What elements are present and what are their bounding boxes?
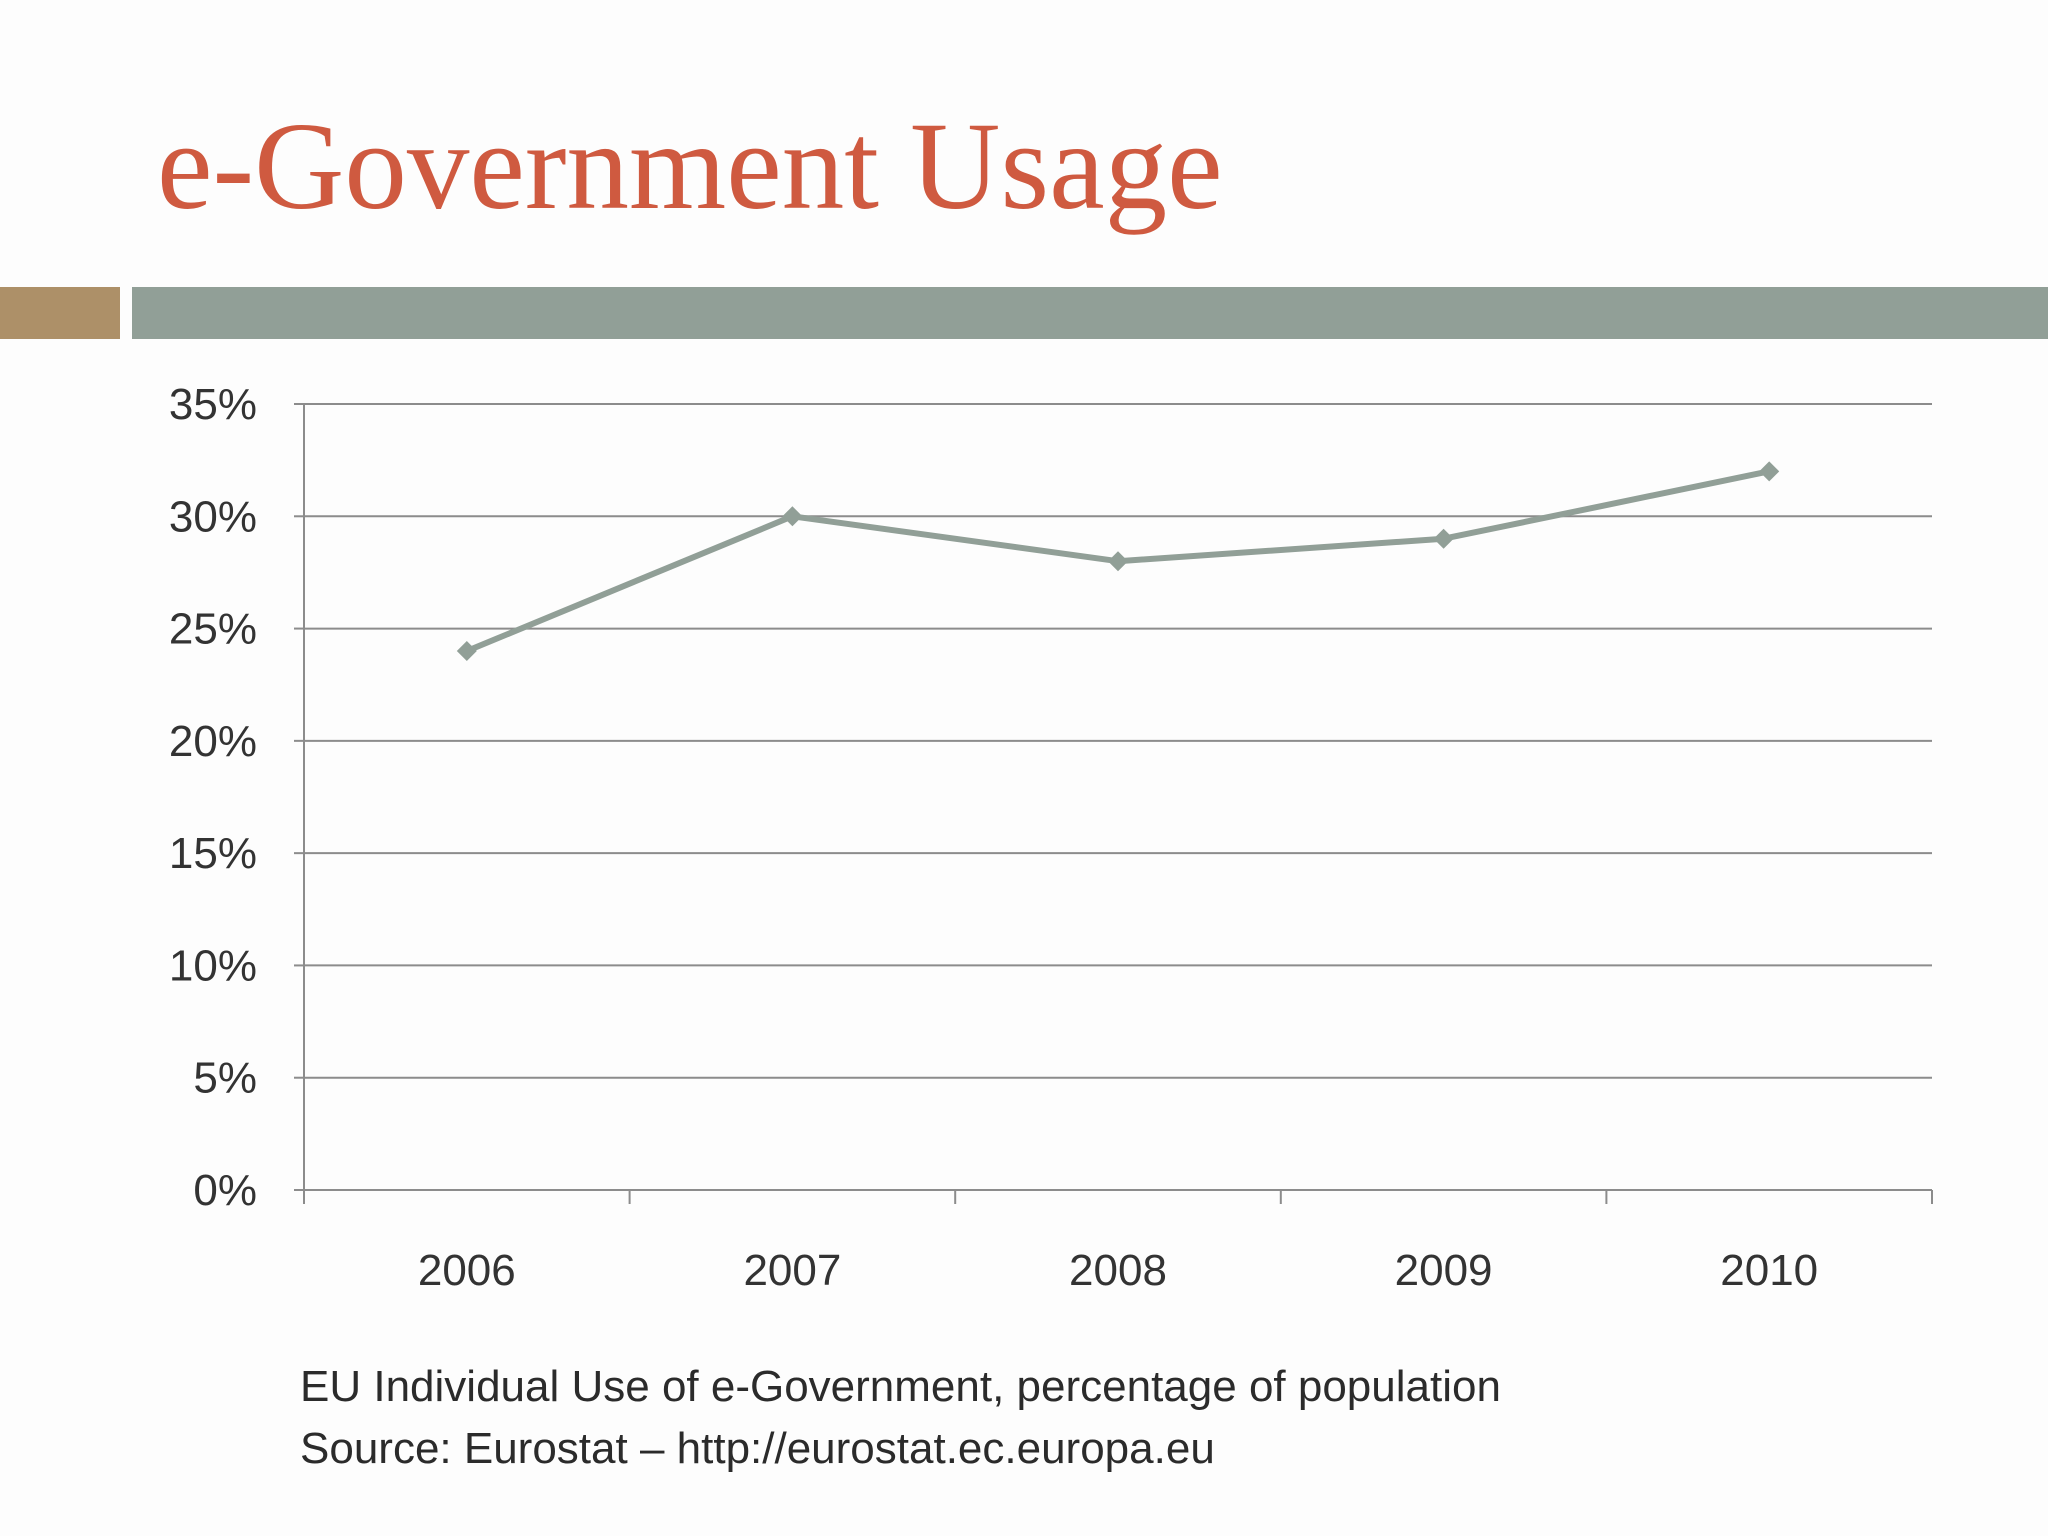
y-tick-labels: 0% 5% 10% 15% 20% 25% 30% 35% <box>169 380 257 1215</box>
axes <box>294 403 1933 1204</box>
data-point-marker <box>1108 551 1128 572</box>
chart-source: Source: Eurostat – http://eurostat.ec.eu… <box>300 1424 1215 1473</box>
x-tick-label: 2006 <box>418 1246 516 1295</box>
title-divider-bar <box>132 287 2048 339</box>
grid-lines <box>304 403 1932 1079</box>
data-series <box>456 461 1780 662</box>
y-tick-label: 25% <box>169 605 257 654</box>
x-tick-label: 2010 <box>1720 1246 1818 1295</box>
x-tick-label: 2009 <box>1395 1246 1493 1295</box>
data-point-marker <box>1759 461 1780 482</box>
data-point-marker <box>782 506 803 527</box>
y-tick-label: 10% <box>169 941 257 990</box>
x-tick-label: 2008 <box>1069 1246 1167 1295</box>
y-tick-label: 5% <box>193 1054 257 1103</box>
data-point-marker <box>1433 528 1454 549</box>
data-point-marker <box>456 641 477 662</box>
y-tick-label: 35% <box>169 380 257 429</box>
chart-caption: EU Individual Use of e-Government, perce… <box>300 1362 1501 1411</box>
x-tick-labels: 2006 2007 2008 2009 2010 <box>418 1246 1818 1295</box>
x-tick-label: 2007 <box>743 1246 841 1295</box>
y-tick-label: 20% <box>169 717 257 766</box>
y-tick-label: 0% <box>193 1166 257 1215</box>
y-tick-label: 30% <box>169 492 257 541</box>
title-accent-bar <box>0 287 120 339</box>
y-tick-label: 15% <box>169 829 257 878</box>
slide-title: e-Government Usage <box>157 98 1223 236</box>
